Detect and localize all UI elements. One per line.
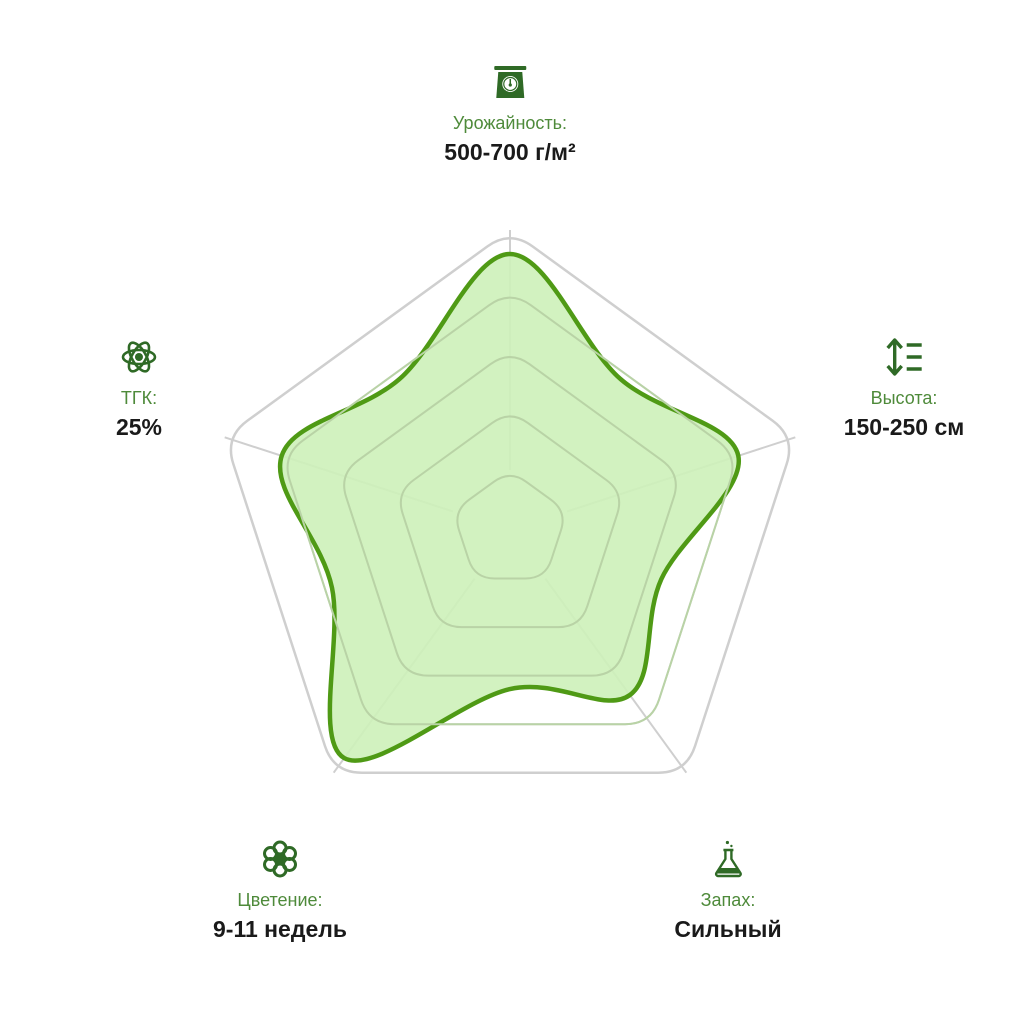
inner-grid-ring-2 (399, 415, 621, 629)
axis-label-height: Высота: (870, 388, 938, 408)
axis-label-yield: Урожайность: (452, 113, 568, 133)
axis-label-thc: ТГК: (120, 388, 158, 408)
axis-thc: ТГК: 25% (116, 337, 162, 443)
axis-height: Высота: 150-250 см (843, 337, 965, 443)
flower-icon (262, 840, 297, 878)
atom-icon (121, 341, 157, 373)
axis-smell: Запах: Сильный (674, 839, 782, 945)
inner-grid-ring-4 (286, 296, 734, 726)
axis-value-yield: 500-700 г/м² (444, 139, 576, 165)
axis-label-flowering: Цветение: (237, 890, 323, 910)
axis-label-smell: Запах: (700, 890, 756, 910)
axis-value-flowering: 9-11 недель (213, 916, 347, 942)
height-icon (886, 338, 922, 376)
inner-grid-ring-3 (343, 356, 677, 677)
grid-ring-5 (229, 237, 791, 774)
axis-value-thc: 25% (115, 414, 163, 440)
radar-series (277, 251, 741, 763)
axis-flowering: Цветение: 9-11 недель (213, 839, 347, 945)
axis-value-smell: Сильный (674, 916, 782, 942)
series-area (277, 251, 741, 763)
axis-value-height: 150-250 см (843, 414, 965, 440)
inner-grid-ring-1 (456, 474, 564, 580)
flask-icon (714, 840, 742, 878)
axis-yield: Урожайность: 500-700 г/м² (444, 62, 576, 168)
scale-icon (493, 66, 526, 98)
